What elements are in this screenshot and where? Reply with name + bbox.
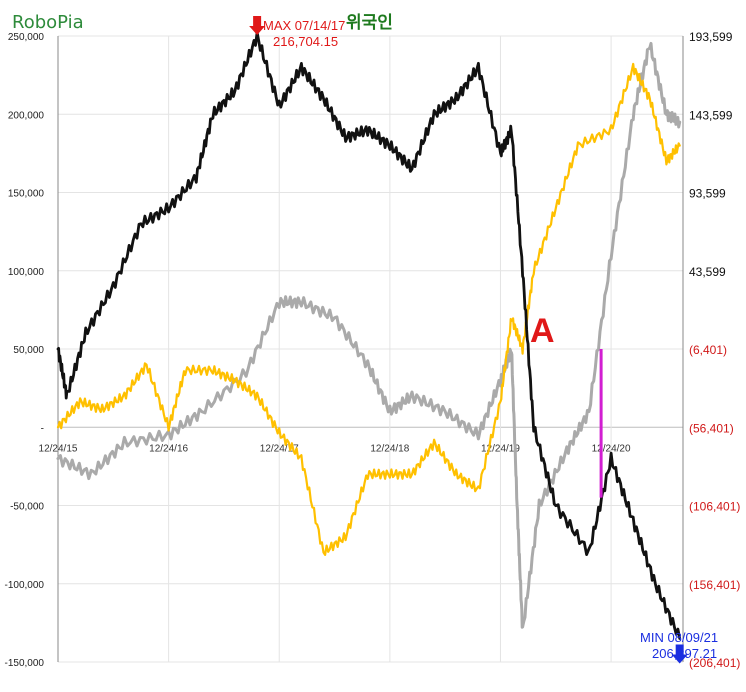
x-tick-label: 12/24/17 bbox=[260, 443, 299, 454]
right-tick-label: 193,599 bbox=[689, 30, 733, 44]
robopia-logo: RoboPia bbox=[12, 12, 84, 33]
right-tick-label: 143,599 bbox=[689, 108, 733, 122]
min-value: 206,297.21 bbox=[652, 646, 718, 661]
left-tick-label: -100,000 bbox=[5, 580, 45, 591]
x-tick-label: 12/24/15 bbox=[39, 443, 78, 454]
right-axis: 193,599 143,599 93,599 43,599 (6,401) (56,401… bbox=[689, 30, 740, 670]
logo-text: RoboPia bbox=[12, 12, 84, 33]
x-tick-label: 12/24/19 bbox=[481, 443, 520, 454]
right-tick-label: (106,401) bbox=[689, 500, 740, 514]
right-tick-label: (6,401) bbox=[689, 343, 727, 357]
min-label: MIN 08/09/21 bbox=[640, 630, 719, 645]
right-tick-label: (156,401) bbox=[689, 578, 740, 592]
right-tick-label: 93,599 bbox=[689, 187, 726, 201]
x-tick-label: 12/24/20 bbox=[592, 443, 631, 454]
max-value: 216,704.15 bbox=[273, 34, 339, 49]
series-line-2 bbox=[56, 62, 681, 557]
left-tick-label: -150,000 bbox=[5, 658, 45, 669]
chart-series bbox=[56, 30, 682, 640]
max-arrow-icon bbox=[249, 16, 266, 35]
right-tick-label: (206,401) bbox=[689, 656, 740, 670]
chart-title: 위국인 bbox=[346, 13, 393, 33]
x-tick-label: 12/24/16 bbox=[149, 443, 188, 454]
min-annotation: MIN 08/09/21 206,297.21 bbox=[640, 630, 718, 662]
right-tick-label: (56,401) bbox=[689, 421, 734, 435]
chart-marks bbox=[249, 16, 688, 664]
x-axis-labels: 12/24/15 12/24/16 12/24/17 12/24/18 12/24/19… bbox=[39, 443, 631, 454]
chart-grid bbox=[57, 35, 684, 663]
left-tick-label: 150,000 bbox=[8, 189, 45, 200]
marker-a-label: A bbox=[530, 312, 555, 350]
series-line-0 bbox=[56, 30, 682, 640]
left-axis: 250,000 200,000 150,000 100,000 50,000 - -50,0… bbox=[5, 32, 45, 669]
left-tick-label: 200,000 bbox=[8, 110, 45, 121]
right-tick-label: 43,599 bbox=[689, 265, 726, 279]
series-line-1 bbox=[56, 41, 682, 629]
left-tick-label: 250,000 bbox=[8, 32, 45, 43]
left-tick-label: - bbox=[41, 423, 44, 434]
max-annotation: MAX 07/14/17 216,704.15 bbox=[263, 18, 345, 50]
min-arrow-icon bbox=[671, 644, 688, 664]
left-tick-label: -50,000 bbox=[10, 502, 44, 513]
x-tick-label: 12/24/18 bbox=[370, 443, 409, 454]
left-tick-label: 50,000 bbox=[13, 345, 44, 356]
left-tick-label: 100,000 bbox=[8, 267, 45, 278]
max-label: MAX 07/14/17 bbox=[263, 18, 346, 33]
